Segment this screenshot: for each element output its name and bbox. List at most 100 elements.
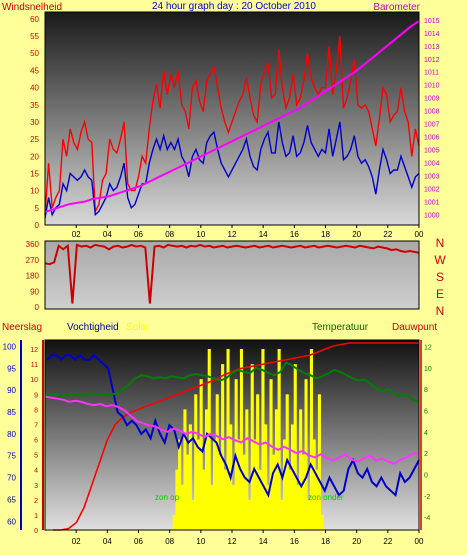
barometer-axis-title: Barometer: [373, 2, 420, 13]
direction-tick-label: 360: [26, 240, 40, 249]
solar-bar: [309, 349, 313, 530]
solar-bar: [172, 514, 176, 530]
solar-bar: [188, 424, 192, 530]
x-tick-label: 18: [321, 537, 330, 546]
humidity-tick-label: 100: [3, 343, 17, 352]
rain-tick-label: 0: [34, 528, 38, 535]
barometer-tick-label: 1014: [424, 31, 440, 38]
x-tick-label: 18: [321, 230, 330, 239]
x-tick-label: 14: [259, 230, 268, 239]
x-tick-label: 00: [415, 537, 424, 546]
solar-bar: [239, 349, 243, 530]
direction-tick-label: 270: [26, 256, 40, 265]
humidity-tick-label: 90: [7, 386, 16, 395]
solar-bar: [307, 499, 311, 530]
solar-bar: [199, 379, 203, 530]
temperature-tick-label: 6: [424, 408, 428, 415]
temperature-tick-label: 8: [424, 387, 428, 394]
solar-bar: [277, 349, 281, 530]
wind-series: [44, 121, 420, 219]
compass-label: N: [436, 304, 445, 318]
wind-tick-label: 50: [30, 49, 39, 58]
solar-bar: [178, 439, 182, 530]
solar-bar: [194, 394, 198, 530]
compass-label: N: [436, 236, 445, 250]
wind-tick-label: 60: [30, 15, 39, 24]
x-tick-label: 22: [383, 230, 392, 239]
barometer-tick-label: 1001: [424, 200, 440, 207]
barometer-tick-label: 1015: [424, 18, 440, 25]
solar-bar: [320, 514, 324, 530]
solar-bar: [315, 469, 319, 530]
barometer-tick-label: 1009: [424, 96, 440, 103]
climate-plot-frame: [44, 339, 420, 531]
x-tick-label: 12: [228, 230, 237, 239]
temperature-tick-label: 10: [424, 366, 432, 373]
rain-label: Neerslag: [2, 322, 42, 333]
x-tick-label: 20: [352, 230, 361, 239]
barometer-tick-label: 1002: [424, 187, 440, 194]
solar-bar: [207, 349, 211, 530]
solar-bar: [317, 394, 321, 530]
temperature-label: Temperatuur: [312, 322, 369, 333]
solar-bar: [245, 409, 249, 530]
rain-tick-label: 10: [30, 377, 38, 384]
barometer-tick-label: 1010: [424, 83, 440, 90]
solar-bar: [183, 409, 187, 530]
solar-bar: [237, 439, 241, 530]
direction-tick-label: 0: [35, 303, 40, 312]
rain-tick-label: 1: [34, 513, 38, 520]
wind-tick-label: 10: [30, 187, 39, 196]
dewpoint-label: Dauwpunt: [392, 322, 437, 333]
solar-bar: [205, 409, 209, 530]
temperature-tick-label: -2: [424, 494, 430, 501]
rain-tick-label: 7: [34, 422, 38, 429]
x-tick-label: 12: [228, 537, 237, 546]
solar-bar: [261, 349, 265, 530]
solar-bar: [288, 469, 292, 530]
solar-bar: [258, 469, 262, 530]
x-tick-label: 20: [352, 537, 361, 546]
compass-label: W: [434, 253, 446, 267]
wind-tick-label: 25: [30, 135, 39, 144]
x-tick-label: 16: [290, 537, 299, 546]
solar-bar: [293, 364, 297, 530]
rain-tick-label: 5: [34, 453, 38, 460]
solar-bar: [248, 499, 252, 530]
wind-tick-label: 35: [30, 101, 39, 110]
solar-bar: [296, 484, 300, 530]
solar-bar: [221, 364, 225, 530]
wind-tick-label: 20: [30, 152, 39, 161]
wind-plot-area: [45, 12, 419, 225]
solar-bar: [226, 349, 230, 530]
solar-bar: [250, 364, 254, 530]
wind-tick-label: 30: [30, 118, 39, 127]
rain-tick-label: 3: [34, 483, 38, 490]
x-tick-label: 16: [290, 230, 299, 239]
direction-plot-area: [45, 241, 419, 309]
solar-bar: [175, 469, 179, 530]
solar-bar: [186, 454, 190, 530]
solar-label: Solar: [126, 322, 150, 333]
barometer-tick-label: 1005: [424, 148, 440, 155]
x-tick-label: 06: [134, 230, 143, 239]
sunset-label: zon onder: [308, 493, 344, 502]
temperature-tick-label: 12: [424, 344, 432, 351]
solar-bar: [213, 439, 217, 530]
barometer-tick-label: 1006: [424, 135, 440, 142]
humidity-tick-label: 85: [7, 408, 16, 417]
solar-bar: [180, 484, 184, 530]
barometer-tick-label: 1013: [424, 44, 440, 51]
x-tick-label: 06: [134, 537, 143, 546]
rain-tick-label: 6: [34, 438, 38, 445]
solar-bar: [256, 394, 260, 530]
direction-plot-frame: [44, 240, 420, 310]
solar-bar: [231, 484, 235, 530]
temperature-tick-label: 0: [424, 472, 428, 479]
solar-bar: [210, 484, 214, 530]
rain-tick-label: 12: [30, 347, 38, 354]
x-tick-label: 02: [72, 537, 81, 546]
solar-bar: [299, 409, 303, 530]
solar-bar: [191, 499, 195, 530]
